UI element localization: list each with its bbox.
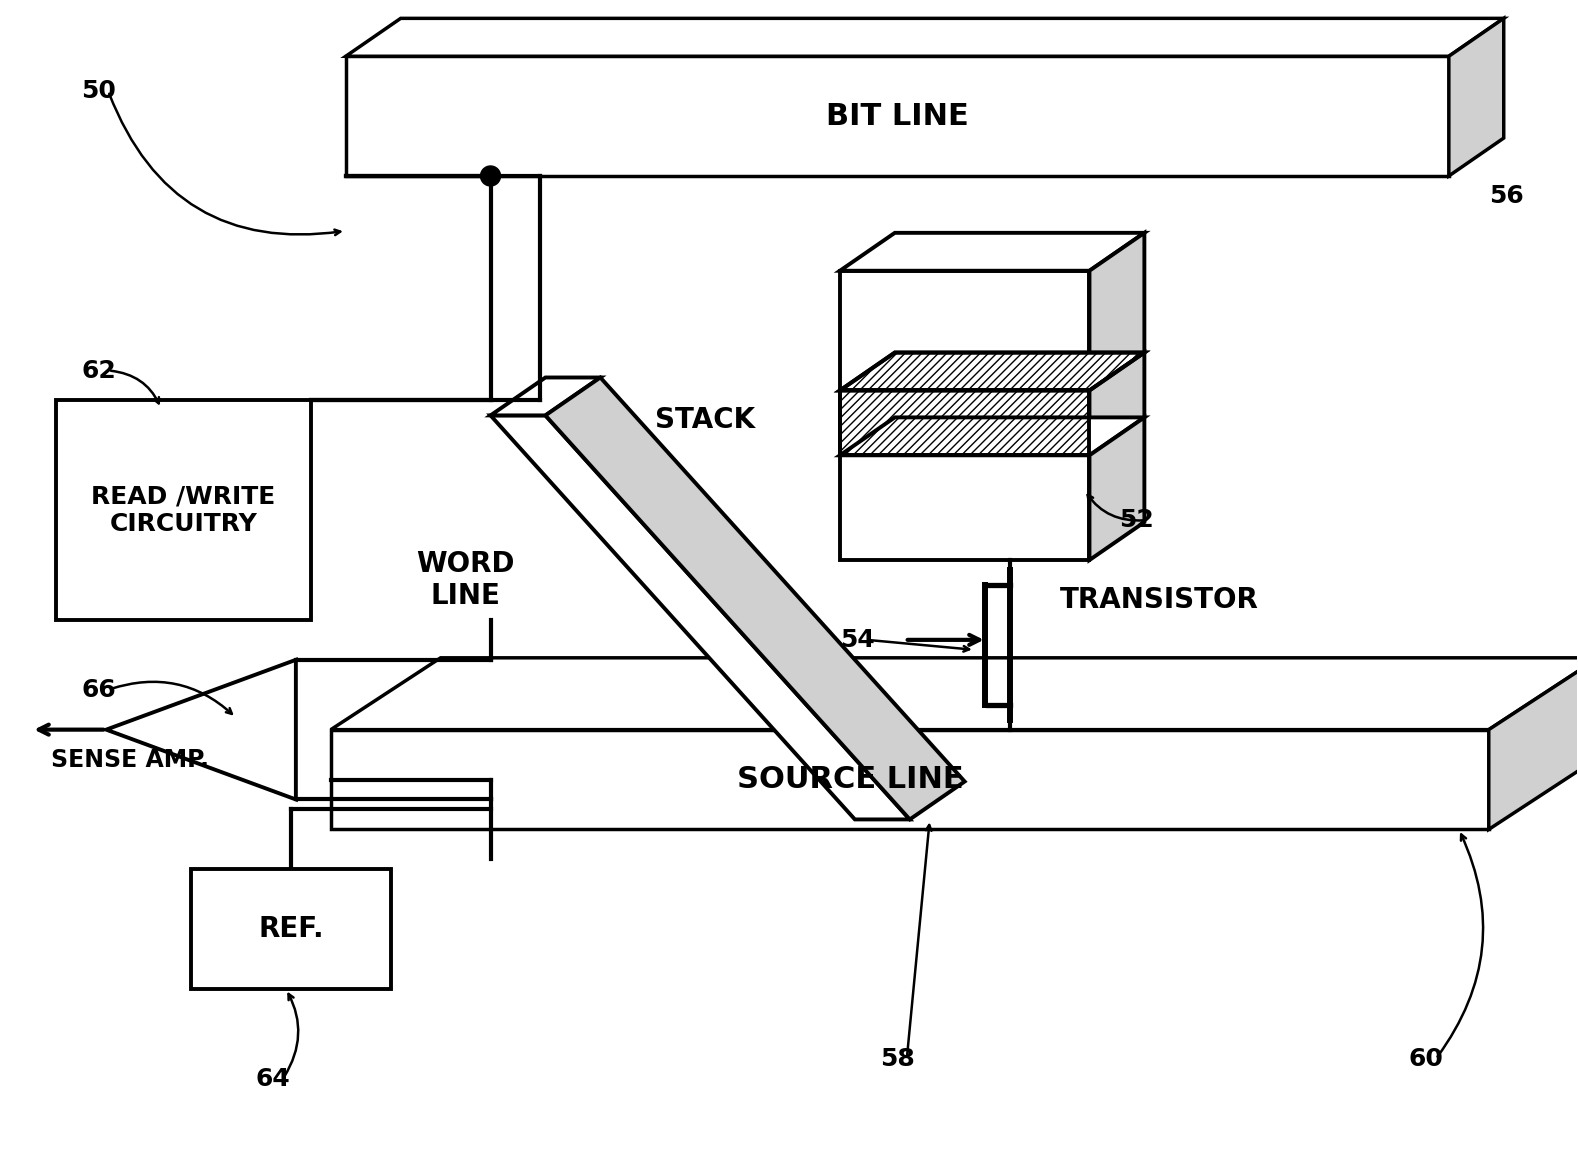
Text: 56: 56 [1488, 183, 1523, 208]
Text: STACK: STACK [655, 406, 754, 434]
Text: 66: 66 [80, 678, 117, 701]
Polygon shape [1449, 19, 1504, 176]
Polygon shape [839, 418, 1144, 455]
Polygon shape [839, 353, 1144, 390]
Text: SOURCE LINE: SOURCE LINE [737, 765, 963, 794]
Text: REF.: REF. [259, 915, 323, 943]
Polygon shape [1089, 353, 1144, 455]
Text: 50: 50 [80, 79, 117, 103]
Polygon shape [346, 56, 1449, 176]
Polygon shape [1089, 233, 1144, 390]
Text: WORD
LINE: WORD LINE [417, 550, 514, 611]
Polygon shape [331, 658, 1578, 729]
Polygon shape [839, 455, 1089, 560]
Text: SENSE AMP.: SENSE AMP. [52, 748, 210, 772]
Polygon shape [839, 233, 1144, 271]
Bar [57, 401, 311, 620]
Polygon shape [839, 271, 1089, 390]
Text: 52: 52 [1119, 509, 1154, 532]
Polygon shape [346, 19, 1504, 56]
Polygon shape [331, 729, 1488, 829]
Text: 58: 58 [881, 1047, 915, 1070]
Circle shape [481, 166, 500, 186]
Polygon shape [1488, 658, 1578, 829]
Text: TRANSISTOR: TRANSISTOR [1059, 586, 1258, 614]
Text: 62: 62 [80, 359, 117, 382]
Text: 64: 64 [256, 1067, 290, 1091]
Text: READ /WRITE
CIRCUITRY: READ /WRITE CIRCUITRY [92, 484, 276, 536]
Bar [191, 870, 391, 989]
Polygon shape [491, 377, 600, 416]
Text: BIT LINE: BIT LINE [825, 102, 969, 131]
Text: 54: 54 [839, 628, 874, 651]
Polygon shape [1089, 418, 1144, 560]
Polygon shape [106, 659, 295, 800]
Polygon shape [546, 377, 964, 820]
Polygon shape [839, 390, 1089, 455]
Polygon shape [491, 416, 911, 820]
Text: 60: 60 [1409, 1047, 1444, 1070]
